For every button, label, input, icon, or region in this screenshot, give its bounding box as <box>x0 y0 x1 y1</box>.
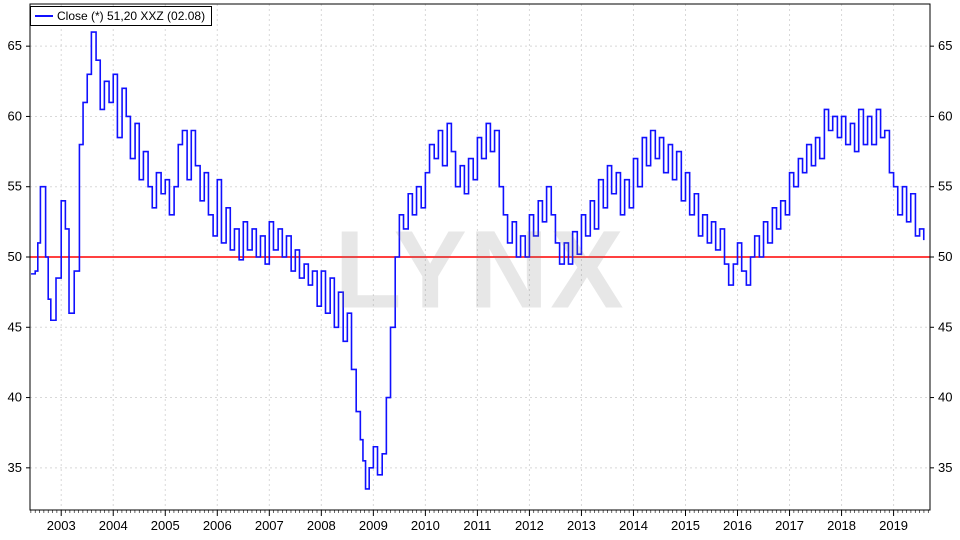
svg-text:2003: 2003 <box>47 518 76 533</box>
svg-text:2005: 2005 <box>151 518 180 533</box>
svg-text:65: 65 <box>938 38 952 53</box>
svg-text:55: 55 <box>8 179 22 194</box>
svg-text:45: 45 <box>938 319 952 334</box>
svg-text:35: 35 <box>938 460 952 475</box>
svg-text:50: 50 <box>8 249 22 264</box>
svg-text:2007: 2007 <box>255 518 284 533</box>
legend: Close (*) 51,20 XXZ (02.08) <box>30 6 212 26</box>
svg-text:2011: 2011 <box>463 518 491 533</box>
svg-text:2013: 2013 <box>567 518 596 533</box>
svg-text:2009: 2009 <box>359 518 388 533</box>
svg-text:50: 50 <box>938 249 952 264</box>
svg-text:2017: 2017 <box>775 518 804 533</box>
svg-text:2015: 2015 <box>671 518 700 533</box>
legend-swatch <box>35 15 53 17</box>
svg-text:2004: 2004 <box>99 518 128 533</box>
svg-text:60: 60 <box>8 108 22 123</box>
svg-text:40: 40 <box>8 390 22 405</box>
svg-text:2006: 2006 <box>203 518 232 533</box>
svg-text:35: 35 <box>8 460 22 475</box>
legend-text: Close (*) 51,20 XXZ (02.08) <box>57 9 205 23</box>
svg-text:2012: 2012 <box>515 518 544 533</box>
svg-text:2016: 2016 <box>723 518 752 533</box>
svg-text:2008: 2008 <box>307 518 336 533</box>
svg-text:40: 40 <box>938 390 952 405</box>
svg-text:2014: 2014 <box>619 518 648 533</box>
svg-text:55: 55 <box>938 179 952 194</box>
chart-svg: 35 35 40 40 45 45 50 50 55 55 60 60 65 65 2003 2004 2005… <box>0 0 960 540</box>
svg-text:65: 65 <box>8 38 22 53</box>
svg-text:2018: 2018 <box>827 518 856 533</box>
svg-text:2019: 2019 <box>879 518 908 533</box>
svg-text:60: 60 <box>938 108 952 123</box>
svg-text:45: 45 <box>8 319 22 334</box>
svg-text:2010: 2010 <box>411 518 440 533</box>
chart-container: LYNX Close (*) 51,20 XXZ (02.08) 3535404… <box>0 0 960 540</box>
